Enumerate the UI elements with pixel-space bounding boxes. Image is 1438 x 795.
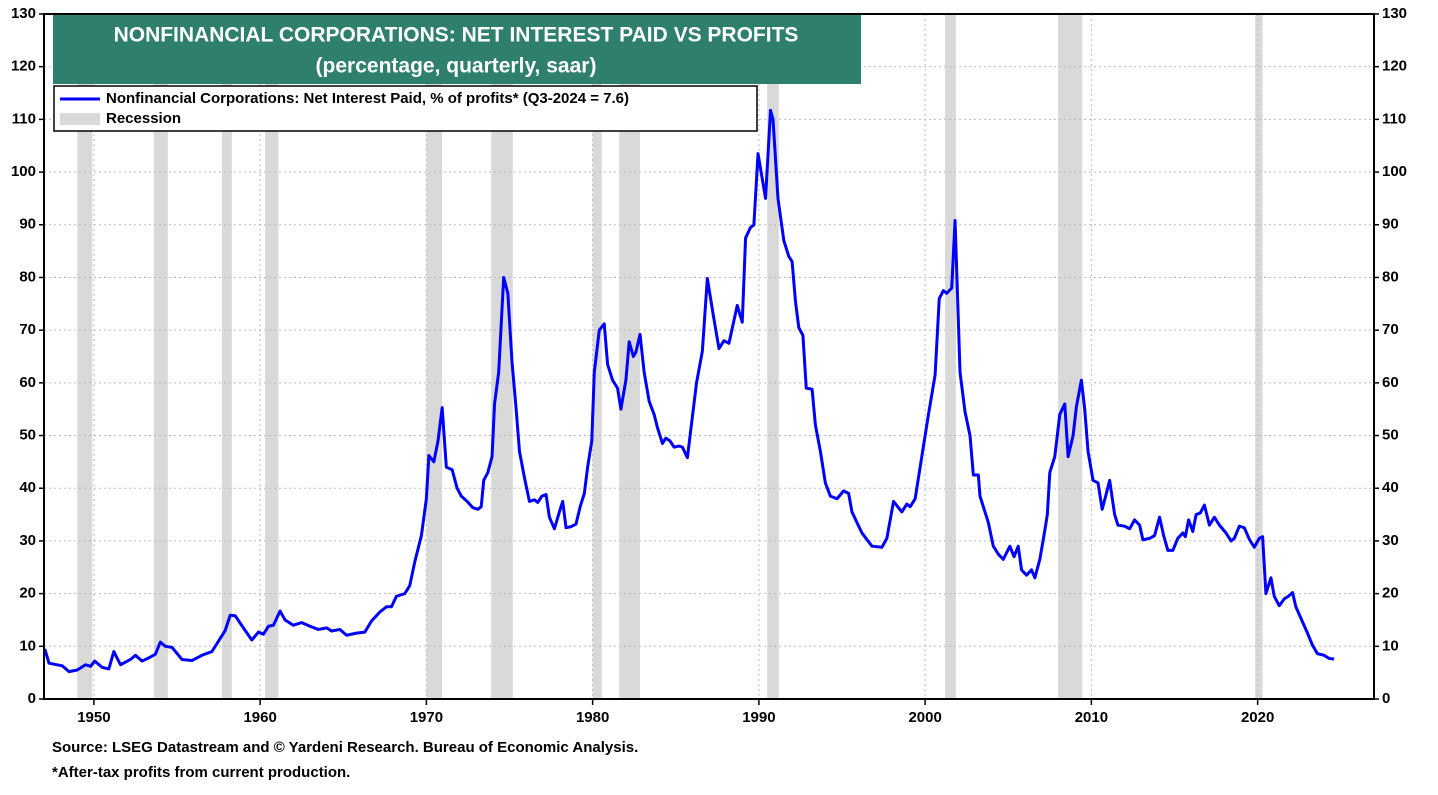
y2-tick-label: 90: [1382, 216, 1399, 233]
legend-box: [53, 85, 758, 132]
recession-band: [619, 14, 641, 699]
recession-band: [77, 14, 93, 699]
y2-tick-label: 30: [1382, 532, 1399, 549]
y-tick-label: 90: [19, 216, 36, 233]
y-tick-label: 100: [11, 163, 36, 180]
y-tick-label: 60: [19, 374, 36, 391]
x-tick-label: 1970: [410, 709, 443, 726]
y2-tick-label: 0: [1382, 690, 1390, 707]
x-tick-label: 2000: [908, 709, 941, 726]
footnote: *After-tax profits from current producti…: [52, 764, 350, 781]
legend-label: Nonfinancial Corporations: Net Interest …: [106, 90, 629, 107]
recession-band: [1255, 14, 1263, 699]
title-box: [53, 15, 861, 84]
x-tick-label: 2020: [1241, 709, 1274, 726]
y-tick-label: 50: [19, 427, 36, 444]
y-tick-label: 10: [19, 637, 36, 654]
y-tick-label: 0: [28, 690, 36, 707]
y2-tick-label: 50: [1382, 427, 1399, 444]
y-tick-label: 40: [19, 479, 36, 496]
recession-band: [767, 14, 779, 699]
y2-tick-label: 10: [1382, 637, 1399, 654]
x-tick-label: 1960: [243, 709, 276, 726]
y2-tick-label: 130: [1382, 5, 1407, 22]
y2-tick-label: 110: [1382, 110, 1406, 127]
plot-frame: [43, 13, 1375, 700]
recession-band: [945, 14, 956, 699]
y-tick-label: 110: [12, 110, 36, 127]
y2-tick-label: 60: [1382, 374, 1399, 391]
y-tick-label: 80: [19, 268, 36, 285]
recession-band: [265, 14, 279, 699]
data-line: [43, 108, 1335, 674]
x-tick-label: 1990: [742, 709, 775, 726]
y-tick-label: 70: [19, 321, 36, 338]
y-tick-label: 130: [11, 5, 36, 22]
y2-tick-label: 100: [1382, 163, 1407, 180]
y-tick-label: 120: [11, 58, 36, 75]
background-layer: [44, 14, 1374, 699]
legend-swatch: [60, 113, 100, 125]
y-tick-label: 30: [19, 532, 36, 549]
legend-label: Recession: [106, 110, 181, 127]
y2-tick-label: 80: [1382, 268, 1399, 285]
recession-band: [426, 14, 443, 699]
chart-subtitle: (percentage, quarterly, saar): [316, 55, 597, 78]
x-tick-label: 2010: [1075, 709, 1108, 726]
recession-band: [1058, 14, 1083, 699]
y-tick-label: 20: [19, 585, 36, 602]
recession-band: [153, 14, 168, 699]
x-tick-label: 1950: [77, 709, 110, 726]
chart-title: NONFINANCIAL CORPORATIONS: NET INTEREST …: [114, 24, 799, 47]
y2-tick-label: 20: [1382, 585, 1399, 602]
x-tick-label: 1980: [576, 709, 609, 726]
source-note: Source: LSEG Datastream and © Yardeni Re…: [52, 739, 638, 756]
y2-tick-label: 120: [1382, 58, 1407, 75]
y2-tick-label: 40: [1382, 479, 1399, 496]
recession-band: [221, 14, 232, 699]
y2-tick-label: 70: [1382, 321, 1399, 338]
recession-band: [491, 14, 513, 699]
